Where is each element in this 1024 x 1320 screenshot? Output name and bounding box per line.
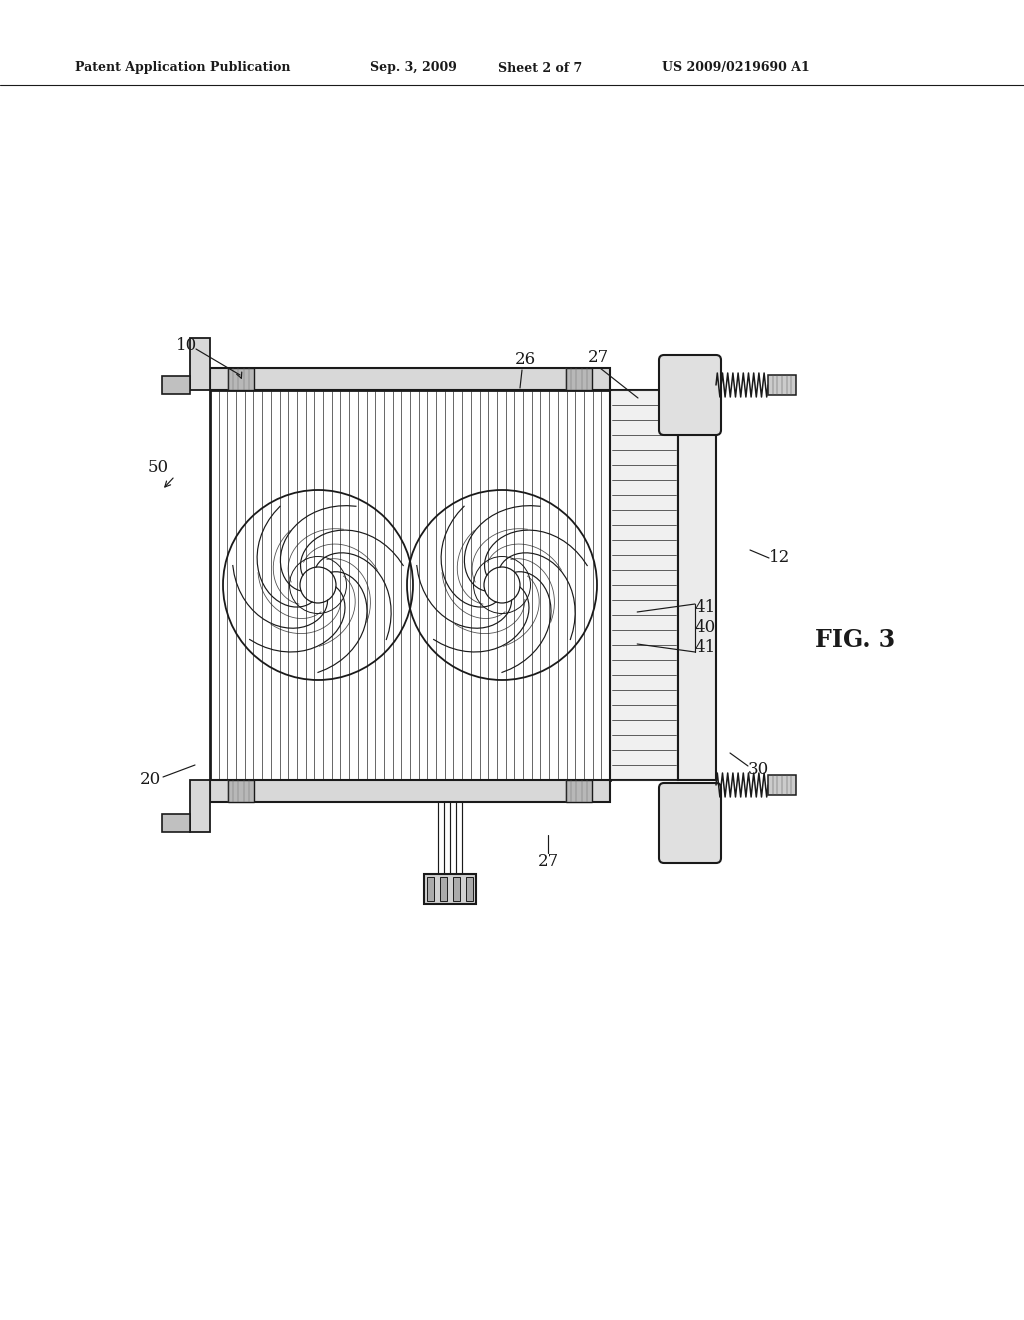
Bar [228,780,254,803]
Bar [190,780,210,832]
FancyBboxPatch shape [659,355,721,436]
Bar [440,876,447,902]
Text: 50: 50 [147,459,169,477]
Bar [768,375,796,395]
Text: FIG. 3: FIG. 3 [815,628,895,652]
Text: 12: 12 [769,549,791,566]
Bar [466,876,473,902]
Text: Sep. 3, 2009: Sep. 3, 2009 [370,62,457,74]
Bar [427,876,434,902]
Bar [210,780,610,803]
Bar [228,368,254,389]
FancyBboxPatch shape [659,783,721,863]
Text: 26: 26 [514,351,536,368]
Bar [678,389,716,780]
Text: US 2009/0219690 A1: US 2009/0219690 A1 [662,62,810,74]
Text: 27: 27 [588,350,608,367]
Text: 30: 30 [748,762,769,779]
Text: 27: 27 [538,854,559,870]
Text: 40: 40 [694,619,716,636]
Bar [768,775,796,795]
Text: 41: 41 [694,599,716,616]
Bar [566,368,592,389]
Bar [210,389,610,780]
Text: 20: 20 [139,771,161,788]
Text: Sheet 2 of 7: Sheet 2 of 7 [498,62,583,74]
Bar [210,368,610,389]
Bar [424,874,476,904]
Text: Patent Application Publication: Patent Application Publication [75,62,291,74]
Bar [566,780,592,803]
Bar [610,389,678,780]
Text: 10: 10 [176,337,198,354]
Bar [453,876,460,902]
Text: 41: 41 [694,639,716,656]
Bar [190,338,210,389]
Bar [162,814,190,832]
Bar [162,376,190,393]
